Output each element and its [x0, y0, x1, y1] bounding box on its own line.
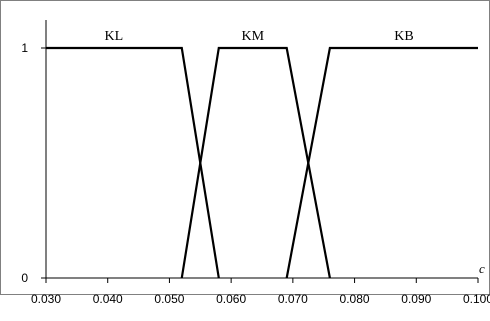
y-tick-label: 1	[21, 41, 28, 55]
x-tick-label: 0.070	[278, 292, 308, 306]
series-lines	[46, 46, 478, 279]
axes	[45, 20, 478, 279]
y-tick-label: 0	[21, 271, 28, 285]
series-labels: KL KM KB	[105, 29, 414, 44]
x-axis-label: c	[479, 261, 485, 276]
x-tick-label: 0.060	[216, 292, 246, 306]
chart-frame	[0, 0, 490, 295]
x-tick-label: 0.030	[31, 292, 61, 306]
x-tick-label: 0.100	[463, 292, 490, 306]
x-tick-label: 0.090	[401, 292, 431, 306]
x-tick-label: 0.080	[340, 292, 370, 306]
series-label-kb: KB	[394, 29, 413, 44]
series-label-km: KM	[241, 29, 264, 44]
x-tick-label: 0.050	[154, 292, 184, 306]
x-ticks: 0.030 0.040 0.050 0.060 0.070 0.080 0.090 0.100	[31, 278, 490, 306]
series-line-kl	[46, 46, 220, 279]
x-tick-label: 0.040	[93, 292, 123, 306]
series-label-kl: KL	[105, 29, 124, 44]
series-line-kb	[285, 46, 478, 279]
y-ticks: 01	[21, 41, 46, 285]
